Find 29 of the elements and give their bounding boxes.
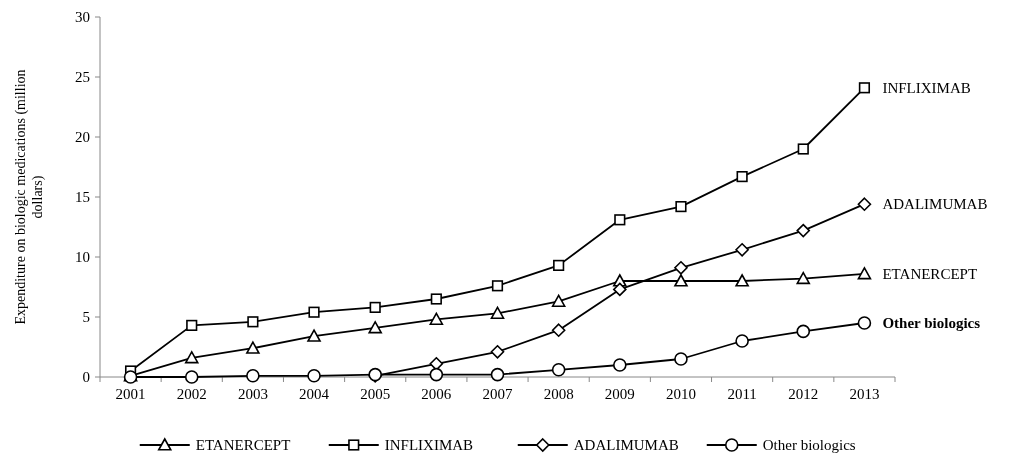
y-tick-label: 10 <box>75 249 90 266</box>
y-axis-title: Expenditure on biologic medications (million dollars) <box>13 69 46 325</box>
x-tick-label: 2009 <box>604 386 635 402</box>
x-tick-label: 2010 <box>665 386 696 402</box>
y-tick-label: 25 <box>75 69 90 86</box>
x-tick-label: 2001 <box>115 386 146 402</box>
x-tick-label: 2004 <box>299 386 330 402</box>
x-tick-label: 2006 <box>421 386 452 402</box>
y-tick-label: 5 <box>82 309 90 326</box>
y-tick-label: 0 <box>82 369 90 386</box>
y-tick-label: 15 <box>75 189 90 206</box>
legend-label: INFLIXIMAB <box>384 437 474 454</box>
x-tick-label: 2011 <box>727 386 757 402</box>
x-tick-label: 2012 <box>788 386 819 402</box>
legend-label: ADALIMUMAB <box>573 437 679 454</box>
x-tick-label: 2008 <box>543 386 574 402</box>
legend-label: ETANERCEPT <box>195 437 291 454</box>
legend-label: Other biologics <box>762 437 856 454</box>
text: INFLIXIMAB <box>882 80 971 97</box>
x-tick-label: 2007 <box>482 386 513 402</box>
text: Other biologics <box>882 315 981 332</box>
x-tick-label: 2003 <box>237 386 268 402</box>
y-tick-label: 30 <box>75 9 90 26</box>
x-tick-label: 2002 <box>176 386 207 402</box>
x-tick-label: 2005 <box>360 386 391 402</box>
text: ETANERCEPT <box>882 266 978 283</box>
x-tick-label: 2013 <box>849 386 880 402</box>
text: ADALIMUMAB <box>882 196 988 213</box>
y-tick-label: 20 <box>75 129 90 146</box>
